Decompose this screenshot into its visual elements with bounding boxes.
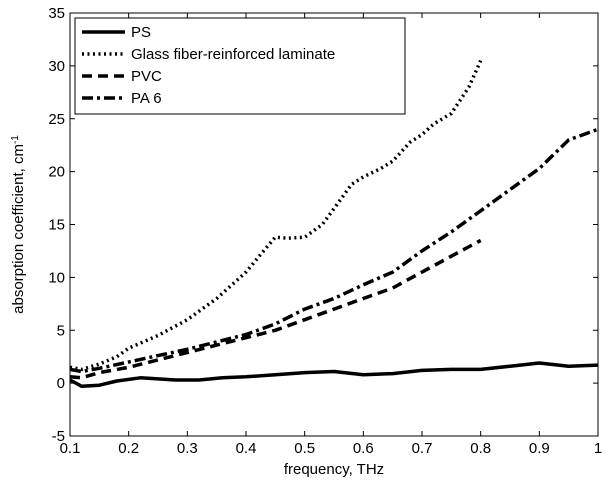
series-line-0 (69, 361, 599, 389)
y-tick-label: 25 (48, 111, 65, 128)
legend: PS Glass fiber-reinforced laminate PVC PA 6 (74, 17, 406, 115)
y-tick-label: 20 (48, 164, 65, 181)
y-tick-label: 5 (57, 322, 65, 339)
legend-entry-2: PVC (131, 68, 162, 85)
x-tick-label: 0.3 (177, 440, 198, 457)
y-tick-label: 35 (48, 5, 65, 22)
series-line-2 (69, 238, 482, 380)
y-tick-label: 15 (48, 217, 65, 234)
x-tick-label: 0.5 (294, 440, 315, 457)
legend-entry-0: PS (131, 24, 151, 41)
x-tick-label: 0.2 (118, 440, 139, 457)
x-tick-label: 0.8 (470, 440, 491, 457)
y-tick-label: 0 (57, 375, 65, 392)
series-line-3 (69, 127, 599, 374)
y-axis-label: absorption coefficient, cm-1 (10, 135, 28, 314)
x-axis-label: frequency, THz (284, 461, 384, 478)
x-tick-label: 0.1 (60, 440, 81, 457)
x-tick-label: 0.9 (529, 440, 550, 457)
series-layer (69, 59, 599, 389)
x-tick-label: 0.4 (236, 440, 257, 457)
y-axis-label-text: absorption coefficient, cm (10, 144, 27, 314)
y-tick-label: 30 (48, 58, 65, 75)
x-tick-label: 1 (594, 440, 602, 457)
legend-box (74, 17, 406, 115)
legend-entry-1: Glass fiber-reinforced laminate (131, 46, 335, 63)
y-axis-label-superscript: -1 (10, 135, 21, 144)
x-tick-label: 0.6 (353, 440, 374, 457)
ticks-layer: 0.1 0.2 0.3 0.4 0.5 0.6 0.7 0.8 0.9 1 -5 0 5 10 15 20 25… (48, 5, 602, 457)
x-tick-label: 0.7 (412, 440, 433, 457)
y-tick-label: -5 (52, 428, 65, 445)
y-tick-label: 10 (48, 269, 65, 286)
legend-entry-3: PA 6 (131, 90, 162, 107)
